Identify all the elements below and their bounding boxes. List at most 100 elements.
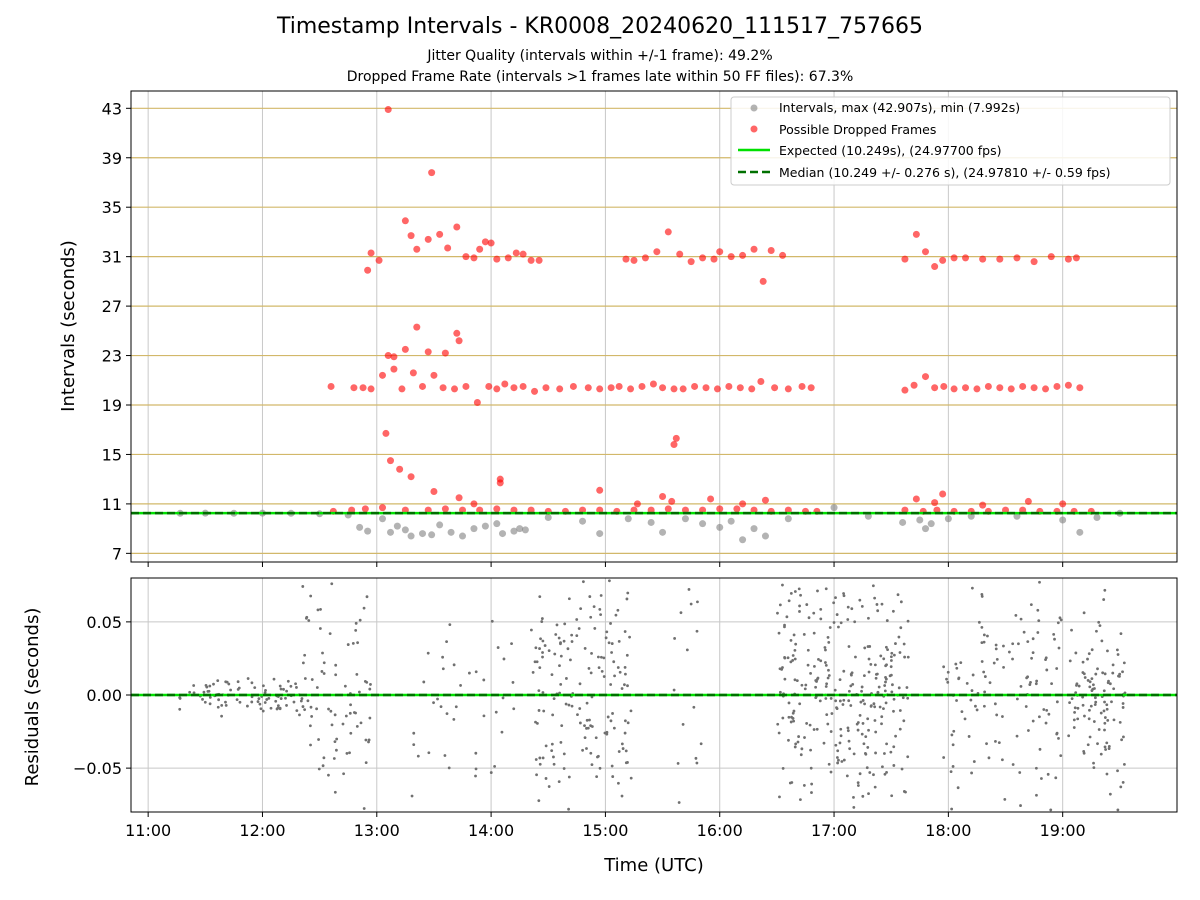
- residual-point: [589, 671, 593, 675]
- residual-point: [279, 697, 283, 700]
- dropped-frame-point: [750, 506, 758, 514]
- dropped-frame-point: [668, 497, 676, 505]
- residual-point: [178, 707, 182, 711]
- residual-point: [980, 595, 984, 598]
- residual-point: [894, 642, 897, 645]
- residual-point: [1072, 718, 1076, 722]
- residual-point: [980, 592, 984, 596]
- residual-point: [974, 704, 977, 708]
- interval-point: [481, 522, 489, 530]
- dropped-frame-point: [413, 245, 421, 253]
- residual-point: [877, 685, 881, 689]
- residual-point: [1002, 666, 1005, 669]
- dropped-frame-point: [459, 506, 467, 514]
- dropped-frame-point: [584, 384, 592, 392]
- residual-point: [814, 685, 818, 689]
- residual-point: [803, 736, 806, 739]
- residual-point: [1099, 711, 1103, 715]
- residual-point: [1096, 742, 1099, 746]
- residual-point: [1118, 720, 1122, 724]
- residual-point: [832, 621, 836, 624]
- residual-point: [860, 689, 863, 693]
- residual-point: [229, 688, 232, 692]
- residual-point: [970, 689, 974, 692]
- residual-point: [318, 627, 322, 630]
- dropped-frame-point: [691, 382, 699, 390]
- residual-point: [1122, 762, 1126, 766]
- residual-point: [827, 674, 831, 677]
- residual-point: [474, 767, 478, 771]
- residual-point: [858, 713, 862, 717]
- residual-point: [1102, 598, 1106, 601]
- residual-point: [781, 666, 784, 669]
- dropped-frame-point: [939, 256, 947, 264]
- residual-point: [880, 715, 884, 719]
- x-tick-label: 11:00: [125, 821, 171, 840]
- dropped-frame-point: [962, 254, 970, 262]
- residual-point: [905, 686, 909, 689]
- residual-point: [883, 684, 887, 687]
- dropped-frame-point: [455, 494, 463, 502]
- interval-point: [784, 515, 792, 523]
- dropped-frame-point: [527, 256, 535, 264]
- residual-point: [264, 688, 267, 692]
- residual-point: [1040, 777, 1043, 780]
- residual-point: [610, 642, 614, 645]
- dropped-frame-point: [401, 217, 409, 225]
- residual-point: [605, 732, 609, 736]
- dropped-frame-point: [527, 506, 535, 514]
- residual-point: [1121, 702, 1125, 705]
- dropped-frame-point: [653, 248, 661, 256]
- dropped-frame-point: [1072, 254, 1080, 262]
- dropped-frame-point: [901, 386, 909, 394]
- residual-point: [626, 684, 629, 688]
- residual-point: [267, 696, 271, 700]
- residual-point: [342, 772, 346, 776]
- residual-point: [555, 623, 559, 627]
- residual-point: [679, 611, 683, 615]
- residual-point: [1056, 621, 1060, 625]
- residual-point: [1103, 721, 1107, 725]
- residual-point: [834, 743, 838, 747]
- residual-point: [983, 690, 987, 694]
- residual-point: [1118, 672, 1122, 676]
- residual-point: [490, 619, 494, 623]
- residual-point: [790, 781, 794, 784]
- x-tick-label: 16:00: [697, 821, 743, 840]
- residual-point: [259, 707, 263, 711]
- dropped-frame-point: [679, 385, 687, 393]
- residual-point: [822, 741, 826, 745]
- residual-point: [777, 731, 781, 735]
- residual-point: [792, 633, 796, 637]
- residual-point: [1094, 672, 1098, 676]
- residual-point: [427, 751, 431, 755]
- residual-point: [368, 716, 372, 720]
- interval-point: [1059, 516, 1067, 524]
- residual-point: [272, 677, 276, 681]
- residual-point: [1044, 721, 1048, 725]
- dropped-frame-point: [556, 385, 564, 393]
- residual-point: [992, 661, 996, 665]
- residual-point: [849, 684, 853, 688]
- dropped-frame-point: [441, 349, 449, 357]
- dropped-frame-point: [979, 501, 987, 509]
- residual-point: [789, 592, 793, 595]
- interval-point: [727, 517, 735, 525]
- dropped-frame-point: [378, 504, 386, 512]
- residual-point: [227, 682, 231, 686]
- dropped-frame-point: [485, 382, 493, 390]
- residual-point: [977, 620, 981, 624]
- dropped-frame-point: [939, 490, 947, 498]
- dropped-frame-point: [455, 337, 463, 345]
- dropped-frame-point: [367, 385, 375, 393]
- dropped-frame-point: [750, 245, 758, 253]
- residual-point: [1044, 658, 1047, 662]
- dropped-frame-point: [716, 248, 724, 256]
- residual-point: [362, 807, 366, 810]
- residual-point: [985, 742, 988, 746]
- residual-point: [1053, 637, 1056, 641]
- residual-point: [628, 635, 631, 639]
- residual-point: [322, 672, 326, 675]
- dropped-frame-point: [364, 266, 372, 274]
- residual-point: [795, 679, 799, 683]
